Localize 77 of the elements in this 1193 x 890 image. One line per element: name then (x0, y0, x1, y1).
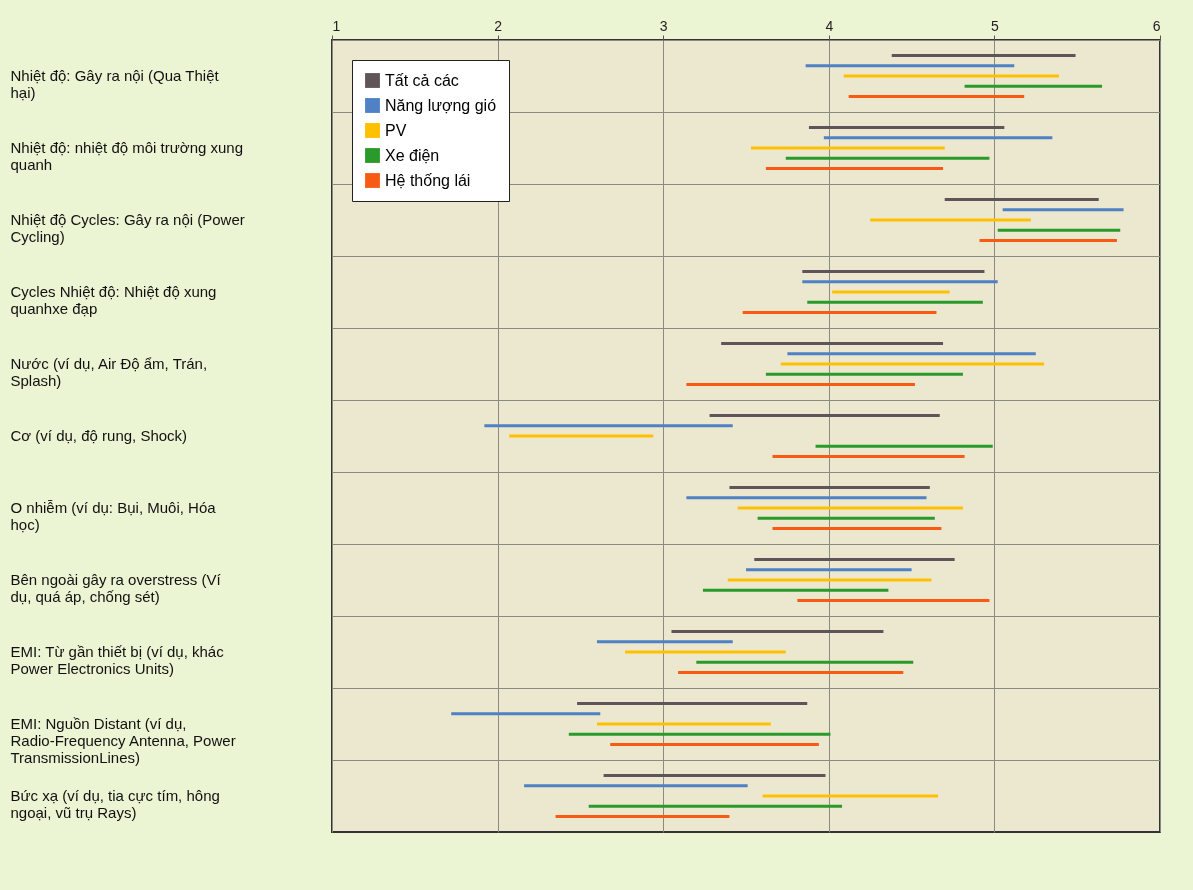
bar (754, 557, 955, 561)
y-tick-label: Nhiệt độ: Gây ra nội (Qua Thiệt hại) (10, 67, 220, 101)
bar (815, 444, 993, 448)
bar (596, 640, 733, 644)
y-tick-label: Cơ (ví dụ, độ rung, Shock) (10, 427, 188, 444)
bar (757, 516, 935, 520)
bar (805, 64, 1015, 68)
bar (555, 815, 730, 819)
y-tick-label: Nhiệt độ Cycles: Gây ra nội (Power Cycling) (10, 211, 245, 245)
y-tick-label: Nước (ví dụ, Air Độ ẩm, Trán, Splash) (10, 355, 208, 389)
bar (610, 743, 819, 747)
bar (686, 496, 927, 500)
y-tick-label: Cycles Nhiệt độ: Nhiệt độ xung quanhxe đạp (10, 283, 217, 317)
bar (772, 527, 942, 531)
bar (727, 578, 932, 582)
x-tick-label: 6 (1152, 17, 1161, 34)
bar (568, 732, 831, 736)
bar (484, 424, 733, 428)
bar (787, 352, 1036, 356)
bar (678, 671, 904, 675)
bar (588, 804, 843, 808)
bar (603, 773, 826, 777)
legend-label: PV (385, 121, 407, 139)
bar (772, 455, 965, 459)
y-tick-label: O nhiễm (ví dụ: Bụi, Muôi, Hóa học) (10, 499, 217, 533)
y-tick-label: Bức xạ (ví dụ, tia cực tím, hông ngoại, vũ trụ Rays) (10, 787, 220, 821)
bar (802, 280, 998, 284)
legend-label: Hệ thống lái (385, 171, 471, 189)
bar (807, 300, 983, 304)
legend-label: Tất cả các (385, 71, 459, 89)
bar (870, 218, 1031, 222)
bar (765, 167, 944, 171)
bar (577, 701, 808, 705)
bar (944, 197, 1099, 201)
x-tick-label: 3 (659, 17, 668, 34)
bar (729, 485, 930, 489)
x-tick-label: 2 (494, 17, 503, 34)
bar (797, 599, 990, 603)
bar (686, 383, 915, 387)
bar (721, 341, 944, 345)
bar (780, 362, 1045, 366)
y-tick-label: Nhiệt độ: nhiệt độ môi trường xung quanh (10, 139, 244, 173)
bar (823, 136, 1053, 140)
bar (832, 290, 950, 294)
bar (765, 372, 963, 376)
bar (843, 74, 1059, 78)
bar (737, 506, 963, 510)
bar (808, 125, 1005, 129)
bar (1002, 208, 1124, 212)
y-tick-label: EMI: Nguồn Distant (ví dụ, Radio-Frequency Antenna, Power TransmissionLines) (10, 715, 236, 766)
bar (696, 660, 914, 664)
bar (979, 239, 1117, 243)
bar (702, 588, 889, 592)
bar (596, 722, 771, 726)
legend-label: Năng lượng gió (385, 96, 497, 114)
x-tick-label: 4 (825, 17, 834, 34)
y-tick-label: EMI: Từ gần thiết bị (ví dụ, khác Power Electronics Units) (10, 643, 225, 677)
bar (997, 228, 1121, 232)
bar (785, 156, 990, 160)
bar (524, 784, 748, 788)
bar (451, 712, 601, 716)
x-tick-label: 5 (991, 17, 999, 34)
bar (802, 269, 985, 273)
bar (671, 629, 884, 633)
bar (762, 794, 939, 798)
bar (742, 311, 937, 315)
x-tick-label: 1 (332, 17, 341, 34)
bar (964, 84, 1103, 88)
bar (750, 146, 945, 150)
y-tick-label: Bên ngoài gây ra overstress (Ví dụ, quá áp, chống sét) (10, 571, 222, 605)
bar (709, 413, 940, 417)
bar (625, 650, 786, 654)
bar (746, 568, 912, 572)
bar (848, 95, 1025, 99)
bar (509, 434, 654, 438)
legend-label: Xe điện (385, 146, 440, 164)
bar (891, 53, 1076, 57)
